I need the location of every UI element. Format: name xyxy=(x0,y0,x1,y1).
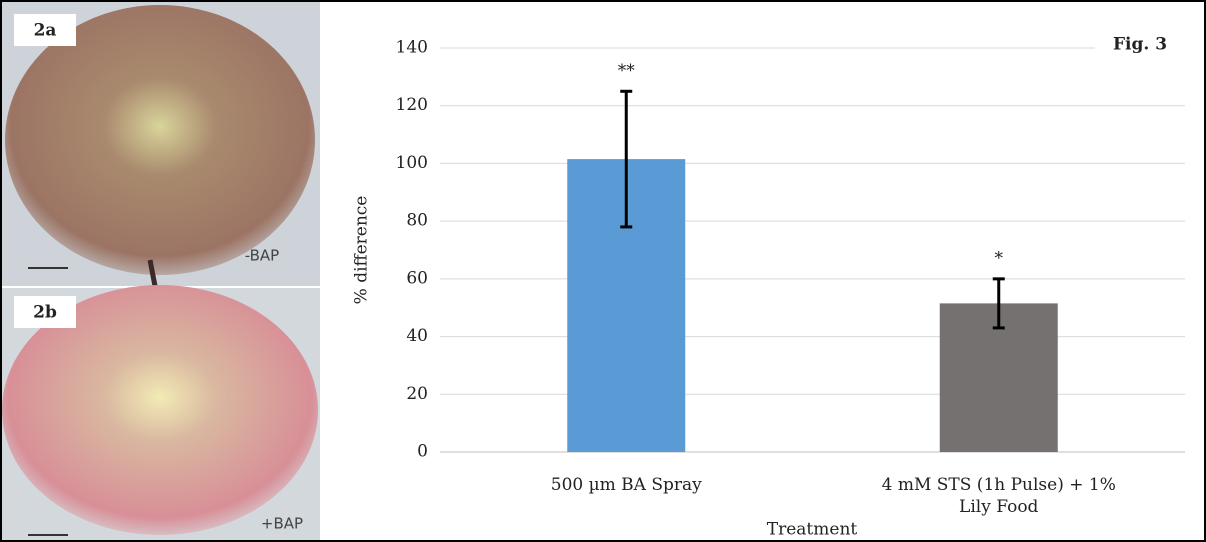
y-tick-label: 0 xyxy=(417,442,428,462)
panel-label: 2a xyxy=(34,21,57,41)
y-tick-label: 80 xyxy=(406,211,428,231)
panel-tag: +BAP xyxy=(261,515,303,533)
y-tick-label: 140 xyxy=(396,38,428,58)
figure-label-bg xyxy=(1095,30,1185,60)
x-tick-label-box: 4 mM STS (1h Pulse) + 1% Lily Food xyxy=(881,475,1116,517)
y-tick-label: 20 xyxy=(406,384,428,404)
significance-label: * xyxy=(995,248,1004,268)
x-tick-label: 4 mM STS (1h Pulse) + 1% Lily Food xyxy=(881,475,1116,517)
x-axis-title: Treatment xyxy=(767,520,858,540)
panel-tag: -BAP xyxy=(245,247,279,265)
y-tick-label: 120 xyxy=(396,95,428,115)
y-tick-label: 100 xyxy=(396,153,428,173)
x-tick-label: 500 µm BA Spray xyxy=(550,475,702,495)
panel-label: 2b xyxy=(33,303,57,323)
significance-label: ** xyxy=(618,61,636,81)
y-tick-label: 40 xyxy=(406,326,428,346)
error-bar xyxy=(992,277,1005,330)
photo-top: 2a -BAP xyxy=(2,2,320,287)
figure-label: Fig. 3 xyxy=(1113,35,1167,55)
y-tick-label: 60 xyxy=(406,268,428,288)
error-bar xyxy=(620,89,633,229)
y-axis-title: % difference xyxy=(352,196,372,305)
photo-bottom: 2b +BAP xyxy=(2,285,320,540)
x-tick-label-box: 500 µm BA Spray xyxy=(550,475,702,495)
